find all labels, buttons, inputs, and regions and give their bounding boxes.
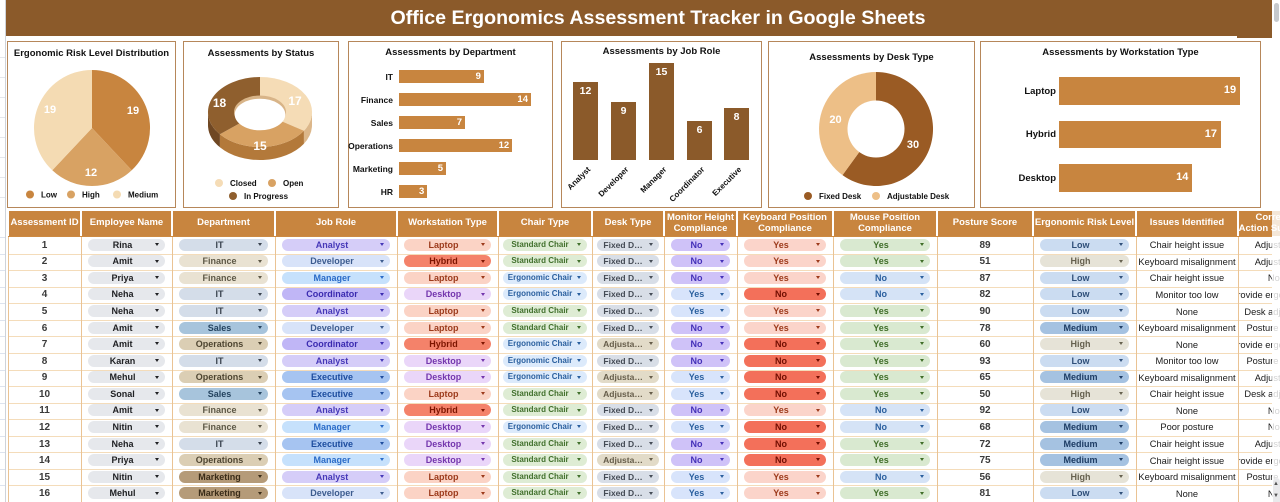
svg-text:19: 19 xyxy=(127,105,139,117)
svg-text:Closed: Closed xyxy=(230,179,257,188)
svg-text:In Progress: In Progress xyxy=(244,192,289,201)
svg-text:High: High xyxy=(82,191,100,200)
svg-text:30: 30 xyxy=(907,139,919,151)
svg-text:19: 19 xyxy=(44,104,56,116)
svg-text:15: 15 xyxy=(253,139,267,153)
svg-text:Open: Open xyxy=(283,179,304,188)
svg-text:17: 17 xyxy=(288,94,302,108)
svg-text:20: 20 xyxy=(829,114,841,126)
svg-text:18: 18 xyxy=(213,96,227,110)
svg-text:Medium: Medium xyxy=(128,191,158,200)
svg-text:Fixed Desk: Fixed Desk xyxy=(819,192,862,201)
svg-text:Low: Low xyxy=(41,191,58,200)
svg-text:12: 12 xyxy=(85,167,97,179)
svg-text:Adjustable Desk: Adjustable Desk xyxy=(887,192,950,201)
